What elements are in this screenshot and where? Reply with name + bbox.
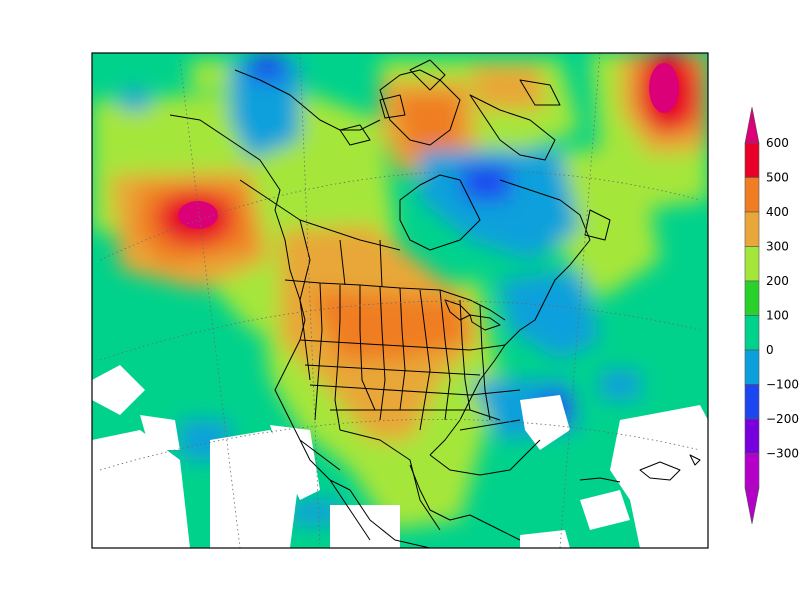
- colorbar-tick-label: 400: [766, 205, 789, 219]
- coastlines-borders: [169, 59, 701, 548]
- colorbar-segment: [744, 349, 760, 385]
- colorbar-segment: [744, 142, 760, 178]
- map-frame: [91, 52, 709, 549]
- colorbar-segment: [744, 280, 760, 316]
- colorbar-tick-label: −100: [766, 378, 799, 392]
- colorbar-bottom-arrow: [744, 487, 760, 525]
- colorbar-top-arrow: [744, 106, 760, 144]
- contour-field: [92, 53, 708, 548]
- colorbar-segment: [744, 453, 760, 489]
- colorbar-tick-label: 100: [766, 309, 789, 323]
- colorbar-tick-label: 600: [766, 136, 789, 150]
- colorbar-tick-label: 200: [766, 274, 789, 288]
- colorbar-segment: [744, 384, 760, 420]
- colorbar-tick-label: −200: [766, 412, 799, 426]
- colorbar-tick-label: −300: [766, 447, 799, 461]
- field-blobs: [92, 53, 708, 530]
- missing-data-areas: [92, 365, 708, 548]
- colorbar-tick-label: 0: [766, 343, 774, 357]
- colorbar-segment: [744, 211, 760, 247]
- colorbar-segment: [744, 246, 760, 282]
- colorbar: 600 500 400 300 200 100 0 −100 −200 −300: [744, 106, 799, 525]
- colorbar-tick-label: 500: [766, 171, 789, 185]
- colorbar-segment: [744, 177, 760, 213]
- maximum-core-east: [649, 63, 679, 113]
- maximum-core-west: [178, 201, 218, 229]
- colorbar-segment: [744, 315, 760, 351]
- colorbar-tick-label: 300: [766, 240, 789, 254]
- colorbar-segment: [744, 418, 760, 454]
- graticule: [99, 53, 701, 548]
